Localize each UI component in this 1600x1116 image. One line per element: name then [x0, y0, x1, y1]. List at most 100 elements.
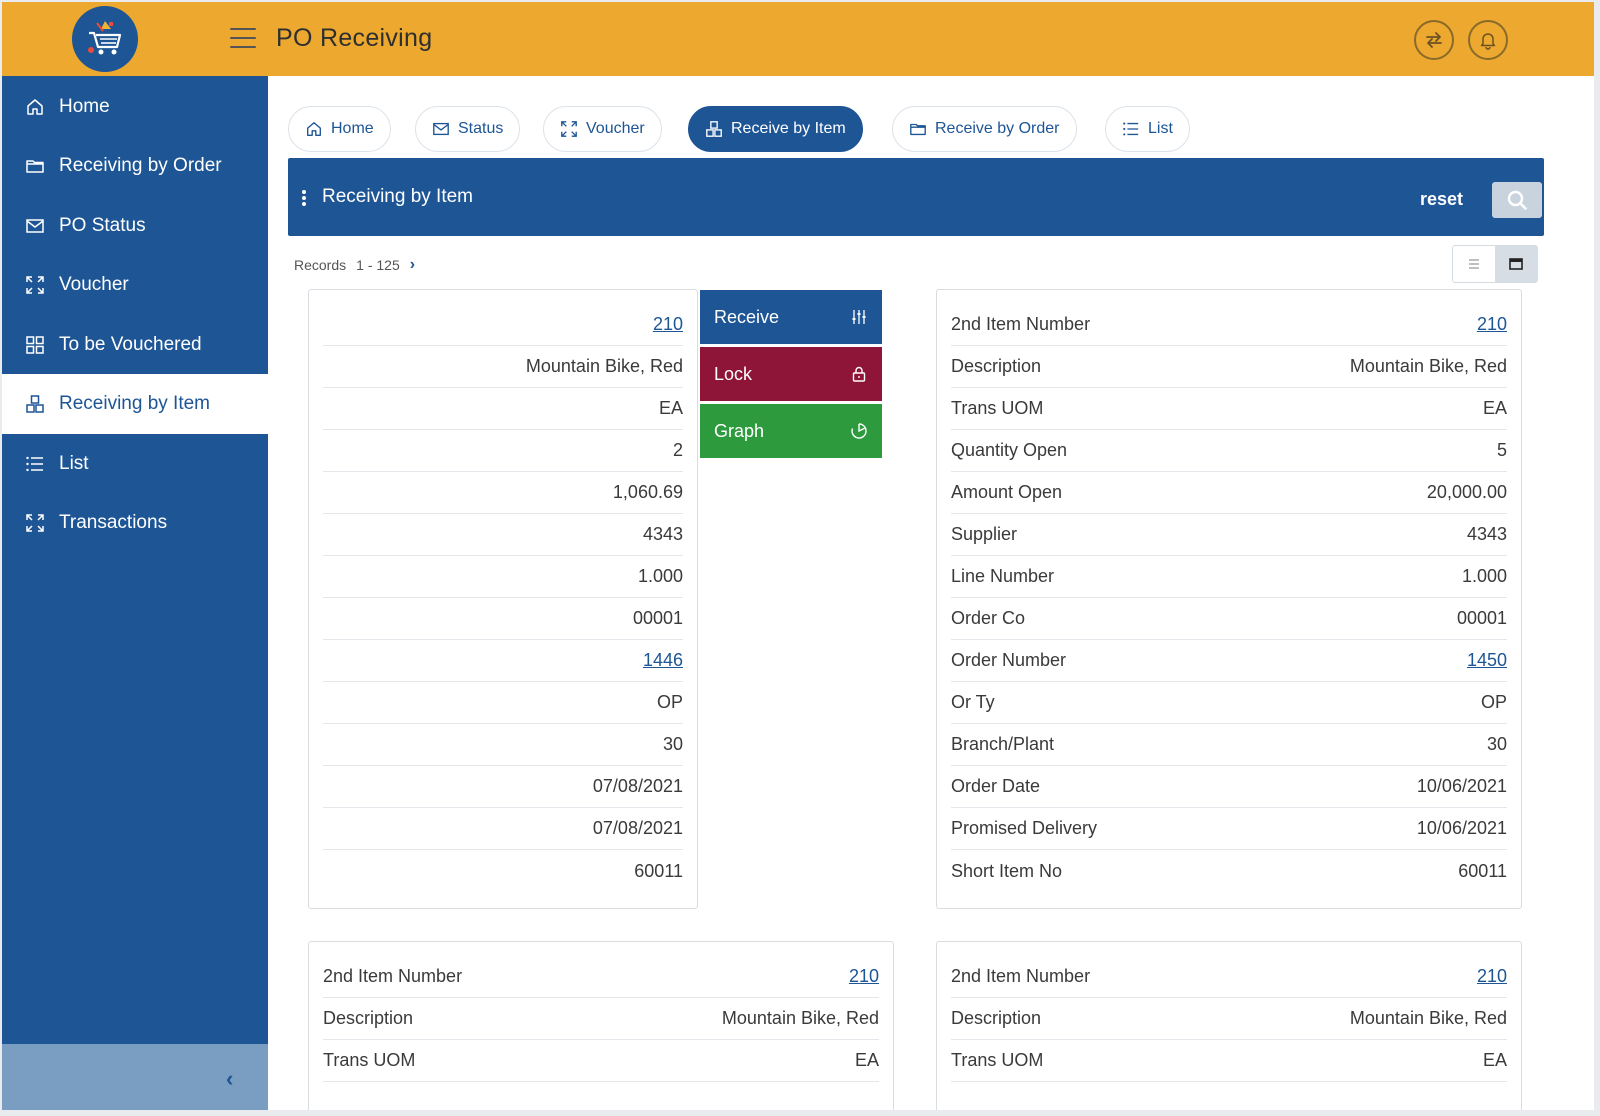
card-row: 4343	[323, 514, 683, 556]
sidebar-item-to-be-vouchered[interactable]: To be Vouchered	[2, 315, 268, 375]
expand-icon	[24, 274, 46, 296]
sidebar-item-label: Transactions	[59, 512, 168, 533]
tab-receive-by-item[interactable]: Receive by Item	[688, 106, 863, 152]
row-value: 07/08/2021	[592, 776, 683, 796]
row-label: Quantity Open	[951, 440, 1068, 460]
envelope-icon	[24, 215, 46, 237]
action-label: Receive	[714, 306, 780, 327]
card-row: Description Mountain Bike, Red	[951, 346, 1507, 388]
record-card-1: 210 Mountain Bike, Red EA 2 1,060.69 434…	[308, 289, 698, 909]
tab-receive-by-order[interactable]: Receive by Order	[892, 106, 1077, 152]
record-card-3: 2nd Item Number 210 Description Mountain B…	[308, 941, 894, 1110]
row-label: 2nd Item Number	[323, 966, 463, 986]
expand-icon	[561, 121, 577, 137]
tab-label: List	[1148, 120, 1173, 137]
row-label: Description	[951, 356, 1042, 376]
row-label: Order Date	[951, 776, 1041, 796]
search-button[interactable]	[1492, 182, 1542, 218]
search-icon	[1507, 190, 1527, 210]
records-pagination: Records 1 - 125 ›	[294, 256, 415, 274]
graph-button[interactable]: Graph	[700, 404, 882, 458]
row-label: Description	[951, 1008, 1042, 1028]
sidebar-item-voucher[interactable]: Voucher	[2, 255, 268, 315]
row-value: 1.000	[637, 566, 683, 586]
tab-label: Status	[458, 120, 504, 137]
menu-toggle-button[interactable]	[230, 28, 256, 50]
sidebar-item-home[interactable]: Home	[2, 77, 268, 137]
row-value: 30	[1486, 734, 1507, 754]
card-row: Trans UOM EA	[323, 1040, 879, 1082]
lock-button[interactable]: Lock	[700, 347, 882, 401]
row-value: 2	[672, 440, 683, 460]
item-number-link[interactable]: 210	[1476, 966, 1507, 986]
notifications-button[interactable]	[1468, 20, 1508, 60]
sidebar-item-receiving-by-item[interactable]: Receiving by Item	[2, 374, 268, 434]
row-value: 07/08/2021	[592, 818, 683, 838]
sidebar-item-transactions[interactable]: Transactions	[2, 493, 268, 553]
app-logo[interactable]	[72, 6, 138, 72]
sidebar: Home Receiving by Order PO Status Vouche…	[2, 76, 268, 1110]
row-value: 5	[1496, 440, 1507, 460]
sidebar-item-list[interactable]: List	[2, 434, 268, 494]
row-label: Trans UOM	[951, 398, 1044, 418]
bell-icon	[1480, 33, 1496, 50]
card-row: Quantity Open 5	[951, 430, 1507, 472]
reset-button[interactable]: reset	[1420, 189, 1464, 209]
sidebar-item-receiving-by-order[interactable]: Receiving by Order	[2, 136, 268, 196]
card-row: 1446	[323, 640, 683, 682]
card-row: Or Ty OP	[951, 682, 1507, 724]
sidebar-item-label: Home	[59, 96, 110, 117]
expand-icon	[24, 512, 46, 534]
row-value: Mountain Bike, Red	[1349, 356, 1507, 376]
card-row: 07/08/2021	[323, 766, 683, 808]
window-icon	[1509, 258, 1523, 270]
card-row: EA	[323, 388, 683, 430]
chevron-left-icon: ‹	[226, 1066, 234, 1091]
list-view-button[interactable]	[1453, 246, 1495, 282]
card-row: Branch/Plant 30	[951, 724, 1507, 766]
row-value: 20,000.00	[1426, 482, 1507, 502]
order-number-link[interactable]: 1446	[642, 650, 683, 670]
hamburger-icon	[230, 28, 256, 30]
kebab-menu-icon[interactable]	[302, 190, 306, 208]
row-value: OP	[656, 692, 683, 712]
records-label: Records	[294, 257, 347, 273]
sidebar-item-label: Receiving by Order	[59, 155, 222, 176]
row-value: Mountain Bike, Red	[525, 356, 683, 376]
sidebar-collapse-button[interactable]: ‹	[2, 1044, 268, 1110]
tab-voucher[interactable]: Voucher	[543, 106, 662, 152]
action-label: Graph	[714, 420, 765, 441]
row-label: Line Number	[951, 566, 1055, 586]
card-view-button[interactable]	[1495, 246, 1537, 282]
row-label: Trans UOM	[323, 1050, 416, 1070]
chevron-right-icon[interactable]: ›	[409, 256, 416, 273]
boxes-icon	[706, 121, 722, 137]
tab-status[interactable]: Status	[415, 106, 521, 152]
row-value: 1,060.69	[612, 482, 683, 502]
swap-arrows-icon	[1426, 32, 1442, 48]
grid-icon	[24, 334, 46, 356]
card-row: 2nd Item Number 210	[951, 956, 1507, 998]
row-value: 10/06/2021	[1416, 818, 1507, 838]
tab-list[interactable]: List	[1105, 106, 1190, 152]
row-value: 10/06/2021	[1416, 776, 1507, 796]
card-row: 60011	[323, 850, 683, 892]
card-row: OP	[323, 682, 683, 724]
order-number-link[interactable]: 1450	[1466, 650, 1507, 670]
switch-button[interactable]	[1414, 20, 1454, 60]
home-icon	[307, 122, 321, 136]
tab-home[interactable]: Home	[288, 106, 391, 152]
item-number-link[interactable]: 210	[1476, 314, 1507, 334]
row-value: Mountain Bike, Red	[721, 1008, 879, 1028]
tab-label: Voucher	[586, 120, 645, 137]
receive-button[interactable]: Receive	[700, 290, 882, 344]
item-number-link[interactable]: 210	[652, 314, 683, 334]
row-value: 4343	[642, 524, 683, 544]
card-row: 1,060.69	[323, 472, 683, 514]
item-number-link[interactable]: 210	[848, 966, 879, 986]
sidebar-item-po-status[interactable]: PO Status	[2, 196, 268, 256]
row-label: Or Ty	[951, 692, 995, 712]
row-value: 60011	[1458, 860, 1507, 881]
row-value: EA	[1482, 1050, 1507, 1070]
